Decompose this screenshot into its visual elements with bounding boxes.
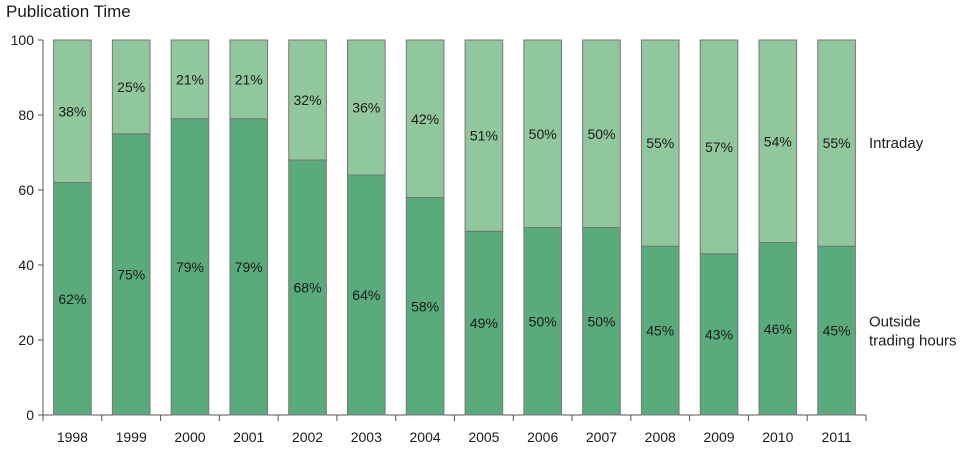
data-label-outside-trading-hours: 43% (705, 326, 733, 342)
bar-outside-trading-hours (582, 227, 621, 416)
x-tick-label: 2006 (527, 429, 558, 445)
x-tick-label: 2002 (292, 429, 323, 445)
x-tick-label: 2010 (762, 429, 793, 445)
data-label-intraday: 55% (823, 135, 851, 151)
bar-outside-trading-hours (640, 245, 680, 416)
bar-outside-trading-hours (817, 245, 856, 416)
x-tick-label: 2005 (468, 429, 499, 445)
data-label-intraday: 21% (176, 71, 204, 87)
bar-intraday (640, 39, 680, 247)
bar-outside-trading-hours (53, 182, 92, 416)
bar-intraday (523, 39, 562, 228)
data-label-outside-trading-hours: 79% (176, 259, 204, 275)
data-label-intraday: 36% (352, 100, 380, 116)
data-label-outside-trading-hours: 79% (235, 259, 263, 275)
y-tick-label: 0 (26, 407, 34, 423)
data-label-intraday: 32% (294, 92, 322, 108)
y-tick-label: 40 (18, 257, 34, 273)
data-label-intraday: 57% (705, 139, 733, 155)
data-label-intraday: 42% (411, 111, 439, 127)
data-label-outside-trading-hours: 68% (294, 280, 322, 296)
bar-intraday (53, 39, 92, 183)
x-tick-label: 1999 (116, 429, 147, 445)
data-label-outside-trading-hours: 49% (470, 315, 498, 331)
data-label-intraday: 38% (58, 103, 86, 119)
bar-outside-trading-hours (111, 133, 151, 416)
data-label-intraday: 55% (646, 135, 674, 151)
bar-outside-trading-hours (699, 253, 739, 416)
bar-intraday (229, 39, 269, 120)
bar-intraday (170, 39, 210, 120)
data-label-outside-trading-hours: 46% (764, 321, 792, 337)
data-label-outside-trading-hours: 50% (587, 313, 615, 329)
x-tick-label: 2000 (174, 429, 205, 445)
x-tick-label: 2009 (703, 429, 734, 445)
data-label-intraday: 25% (117, 79, 145, 95)
data-label-intraday: 54% (764, 133, 792, 149)
x-tick-label: 2001 (233, 429, 264, 445)
data-label-intraday: 50% (587, 126, 615, 142)
bar-intraday (347, 39, 386, 176)
data-label-outside-trading-hours: 45% (823, 323, 851, 339)
bar-intraday (817, 39, 856, 247)
bar-intraday (699, 39, 739, 255)
x-tick-label: 2007 (586, 429, 617, 445)
data-label-intraday: 51% (470, 128, 498, 144)
legend-label-intraday: Intraday (869, 135, 924, 152)
bar-outside-trading-hours (523, 227, 562, 416)
bar-outside-trading-hours (347, 174, 386, 416)
x-tick-label: 2003 (351, 429, 382, 445)
bar-intraday (758, 39, 798, 243)
data-label-intraday: 21% (235, 71, 263, 87)
data-label-outside-trading-hours: 45% (646, 323, 674, 339)
bar-intraday (111, 39, 151, 135)
x-tick-label: 2004 (410, 429, 441, 445)
bar-outside-trading-hours (288, 159, 327, 416)
legend-label-outside-trading-hours: Outside (869, 314, 921, 331)
bar-intraday (582, 39, 621, 228)
y-tick-label: 60 (18, 182, 34, 198)
data-label-outside-trading-hours: 62% (58, 291, 86, 307)
legend-label-outside-trading-hours: trading hours (869, 333, 957, 350)
x-tick-label: 1998 (57, 429, 88, 445)
y-tick-label: 80 (18, 107, 34, 123)
chart-title: Publication Time (6, 2, 131, 21)
bar-outside-trading-hours (229, 118, 269, 416)
bar-intraday (405, 39, 445, 198)
data-label-intraday: 50% (529, 126, 557, 142)
x-tick-label: 2008 (645, 429, 676, 445)
bar-intraday (288, 39, 327, 161)
bar-intraday (464, 39, 504, 232)
data-label-outside-trading-hours: 75% (117, 266, 145, 282)
bar-outside-trading-hours (464, 230, 504, 416)
y-tick-label: 100 (11, 32, 35, 48)
y-tick-label: 20 (18, 332, 34, 348)
data-label-outside-trading-hours: 50% (529, 313, 557, 329)
bar-outside-trading-hours (405, 197, 445, 416)
data-label-outside-trading-hours: 58% (411, 298, 439, 314)
data-label-outside-trading-hours: 64% (352, 287, 380, 303)
x-tick-label: 2011 (822, 429, 852, 445)
